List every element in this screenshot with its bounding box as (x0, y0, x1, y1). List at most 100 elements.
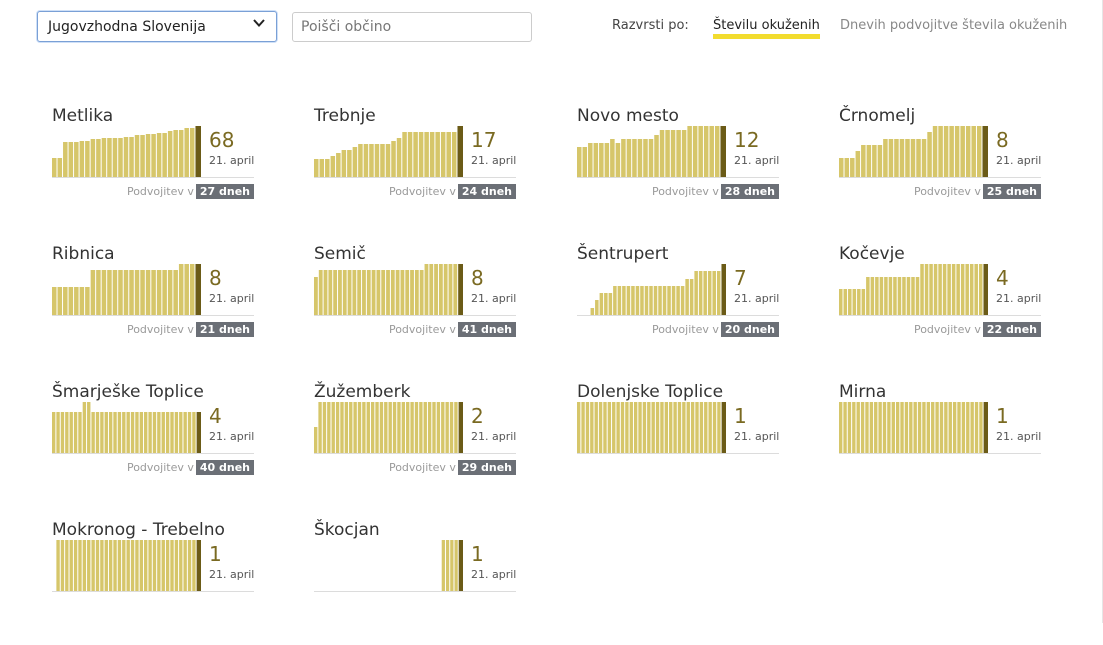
latest-day-bar (721, 402, 726, 453)
day-bar (595, 300, 599, 315)
doubling-days-badge: 24 dneh (457, 184, 516, 199)
day-bar (130, 540, 135, 591)
municipality-name: Dolenjske Toplice (577, 382, 724, 402)
doubling-time: Podvojitev v 29 dneh (389, 460, 516, 475)
municipality-card[interactable]: Kočevje 4 21. april Podvojitev v 22 dneh (839, 244, 1049, 369)
day-bar (63, 142, 68, 177)
day-bar (654, 135, 659, 177)
day-bar (638, 402, 642, 453)
day-bar (976, 126, 982, 177)
municipality-card[interactable]: Mokronog - Trebelno 1 21. april (52, 520, 262, 645)
day-bar (396, 138, 402, 177)
day-bar (703, 271, 707, 315)
sort-by-cases-tab[interactable]: Številu okuženih (713, 18, 820, 39)
day-bar (151, 134, 156, 177)
day-bar (82, 540, 87, 591)
day-bar (884, 277, 888, 315)
day-bar (357, 270, 362, 315)
day-bar (676, 130, 681, 177)
day-bar (449, 402, 454, 453)
municipality-card[interactable]: Metlika 68 21. april Podvojitev v 27 dneh (52, 106, 262, 231)
municipality-card[interactable]: Novo mesto 12 21. april Podvojitev v 28 dneh (577, 106, 787, 231)
day-bar (338, 270, 342, 315)
day-bar (716, 271, 721, 315)
day-bar (427, 402, 432, 453)
day-bar (916, 139, 921, 177)
day-bar (189, 128, 195, 177)
municipality-card[interactable]: Dolenjske Toplice 1 21. april (577, 382, 787, 507)
day-bar (91, 412, 95, 453)
case-date: 21. april (471, 430, 517, 443)
day-bar (362, 270, 366, 315)
day-bar (157, 540, 161, 591)
latest-day-bar (195, 126, 201, 177)
case-count: 1 (734, 404, 747, 428)
chevron-down-icon (253, 19, 265, 27)
municipality-card[interactable]: Mirna 1 21. april (839, 382, 1049, 507)
sort-by-doubling-days-tab[interactable]: Dnevih podvojitve števila okuženih (840, 18, 1068, 33)
chart-baseline (577, 315, 779, 316)
case-date: 21. april (471, 154, 517, 167)
day-bar (63, 287, 68, 315)
municipality-card[interactable]: Škocjan 1 21. april (314, 520, 524, 645)
doubling-label: Podvojitev v (388, 323, 456, 336)
day-bar (910, 139, 916, 177)
day-bar (626, 286, 631, 315)
day-bar (631, 286, 635, 315)
day-bar (599, 143, 604, 177)
day-bar (971, 126, 976, 177)
region-select[interactable]: Jugovzhodna Slovenija (37, 11, 277, 42)
day-bar (314, 159, 319, 177)
day-bar (690, 402, 695, 453)
latest-day-bar (720, 126, 726, 177)
day-bar (100, 412, 104, 453)
day-bar (635, 286, 640, 315)
day-bar (167, 270, 173, 315)
day-bar (189, 264, 195, 315)
day-bar (593, 143, 599, 177)
cases-bar-chart (577, 402, 726, 453)
day-bar (965, 126, 971, 177)
municipality-card[interactable]: Žužemberk 2 21. april Podvojitev v 29 dneh (314, 382, 524, 507)
municipality-card[interactable]: Šentrupert 7 21. april Podvojitev v 20 dneh (577, 244, 787, 369)
day-bar (933, 264, 938, 315)
day-bar (699, 402, 704, 453)
day-bar (676, 286, 680, 315)
day-bar (135, 412, 139, 453)
municipality-card[interactable]: Ribnica 8 21. april Podvojitev v 21 dneh (52, 244, 262, 369)
day-bar (165, 540, 170, 591)
day-bar (56, 412, 60, 453)
day-bar (145, 134, 151, 177)
day-bar (670, 130, 676, 177)
day-bar (649, 286, 653, 315)
day-bar (714, 126, 720, 177)
day-bar (640, 286, 644, 315)
day-bar (173, 270, 178, 315)
chart-baseline (577, 177, 779, 178)
municipality-card[interactable]: Semič 8 21. april Podvojitev v 41 dneh (314, 244, 524, 369)
day-bar (664, 402, 669, 453)
day-bar (620, 402, 625, 453)
day-bar (960, 126, 965, 177)
day-bar (395, 270, 400, 315)
municipality-card[interactable]: Trebnje 17 21. april Podvojitev v 24 dneh (314, 106, 524, 231)
day-bar (446, 132, 451, 177)
day-bar (69, 540, 73, 591)
case-count: 2 (471, 404, 484, 428)
day-bar (949, 126, 954, 177)
day-bar (148, 540, 152, 591)
day-bar (616, 402, 620, 453)
case-date: 21. april (209, 568, 255, 581)
day-bar (874, 402, 878, 453)
doubling-time: Podvojitev v 27 dneh (127, 184, 254, 199)
day-bar (65, 540, 69, 591)
case-date: 21. april (471, 292, 517, 305)
day-bar (582, 147, 588, 177)
municipality-card[interactable]: Črnomelj 8 21. april Podvojitev v 25 dneh (839, 106, 1049, 231)
day-bar (152, 412, 157, 453)
search-municipality-input[interactable] (292, 12, 532, 42)
day-bar (347, 150, 352, 177)
cases-bar-chart (577, 126, 726, 177)
day-bar (123, 137, 129, 177)
